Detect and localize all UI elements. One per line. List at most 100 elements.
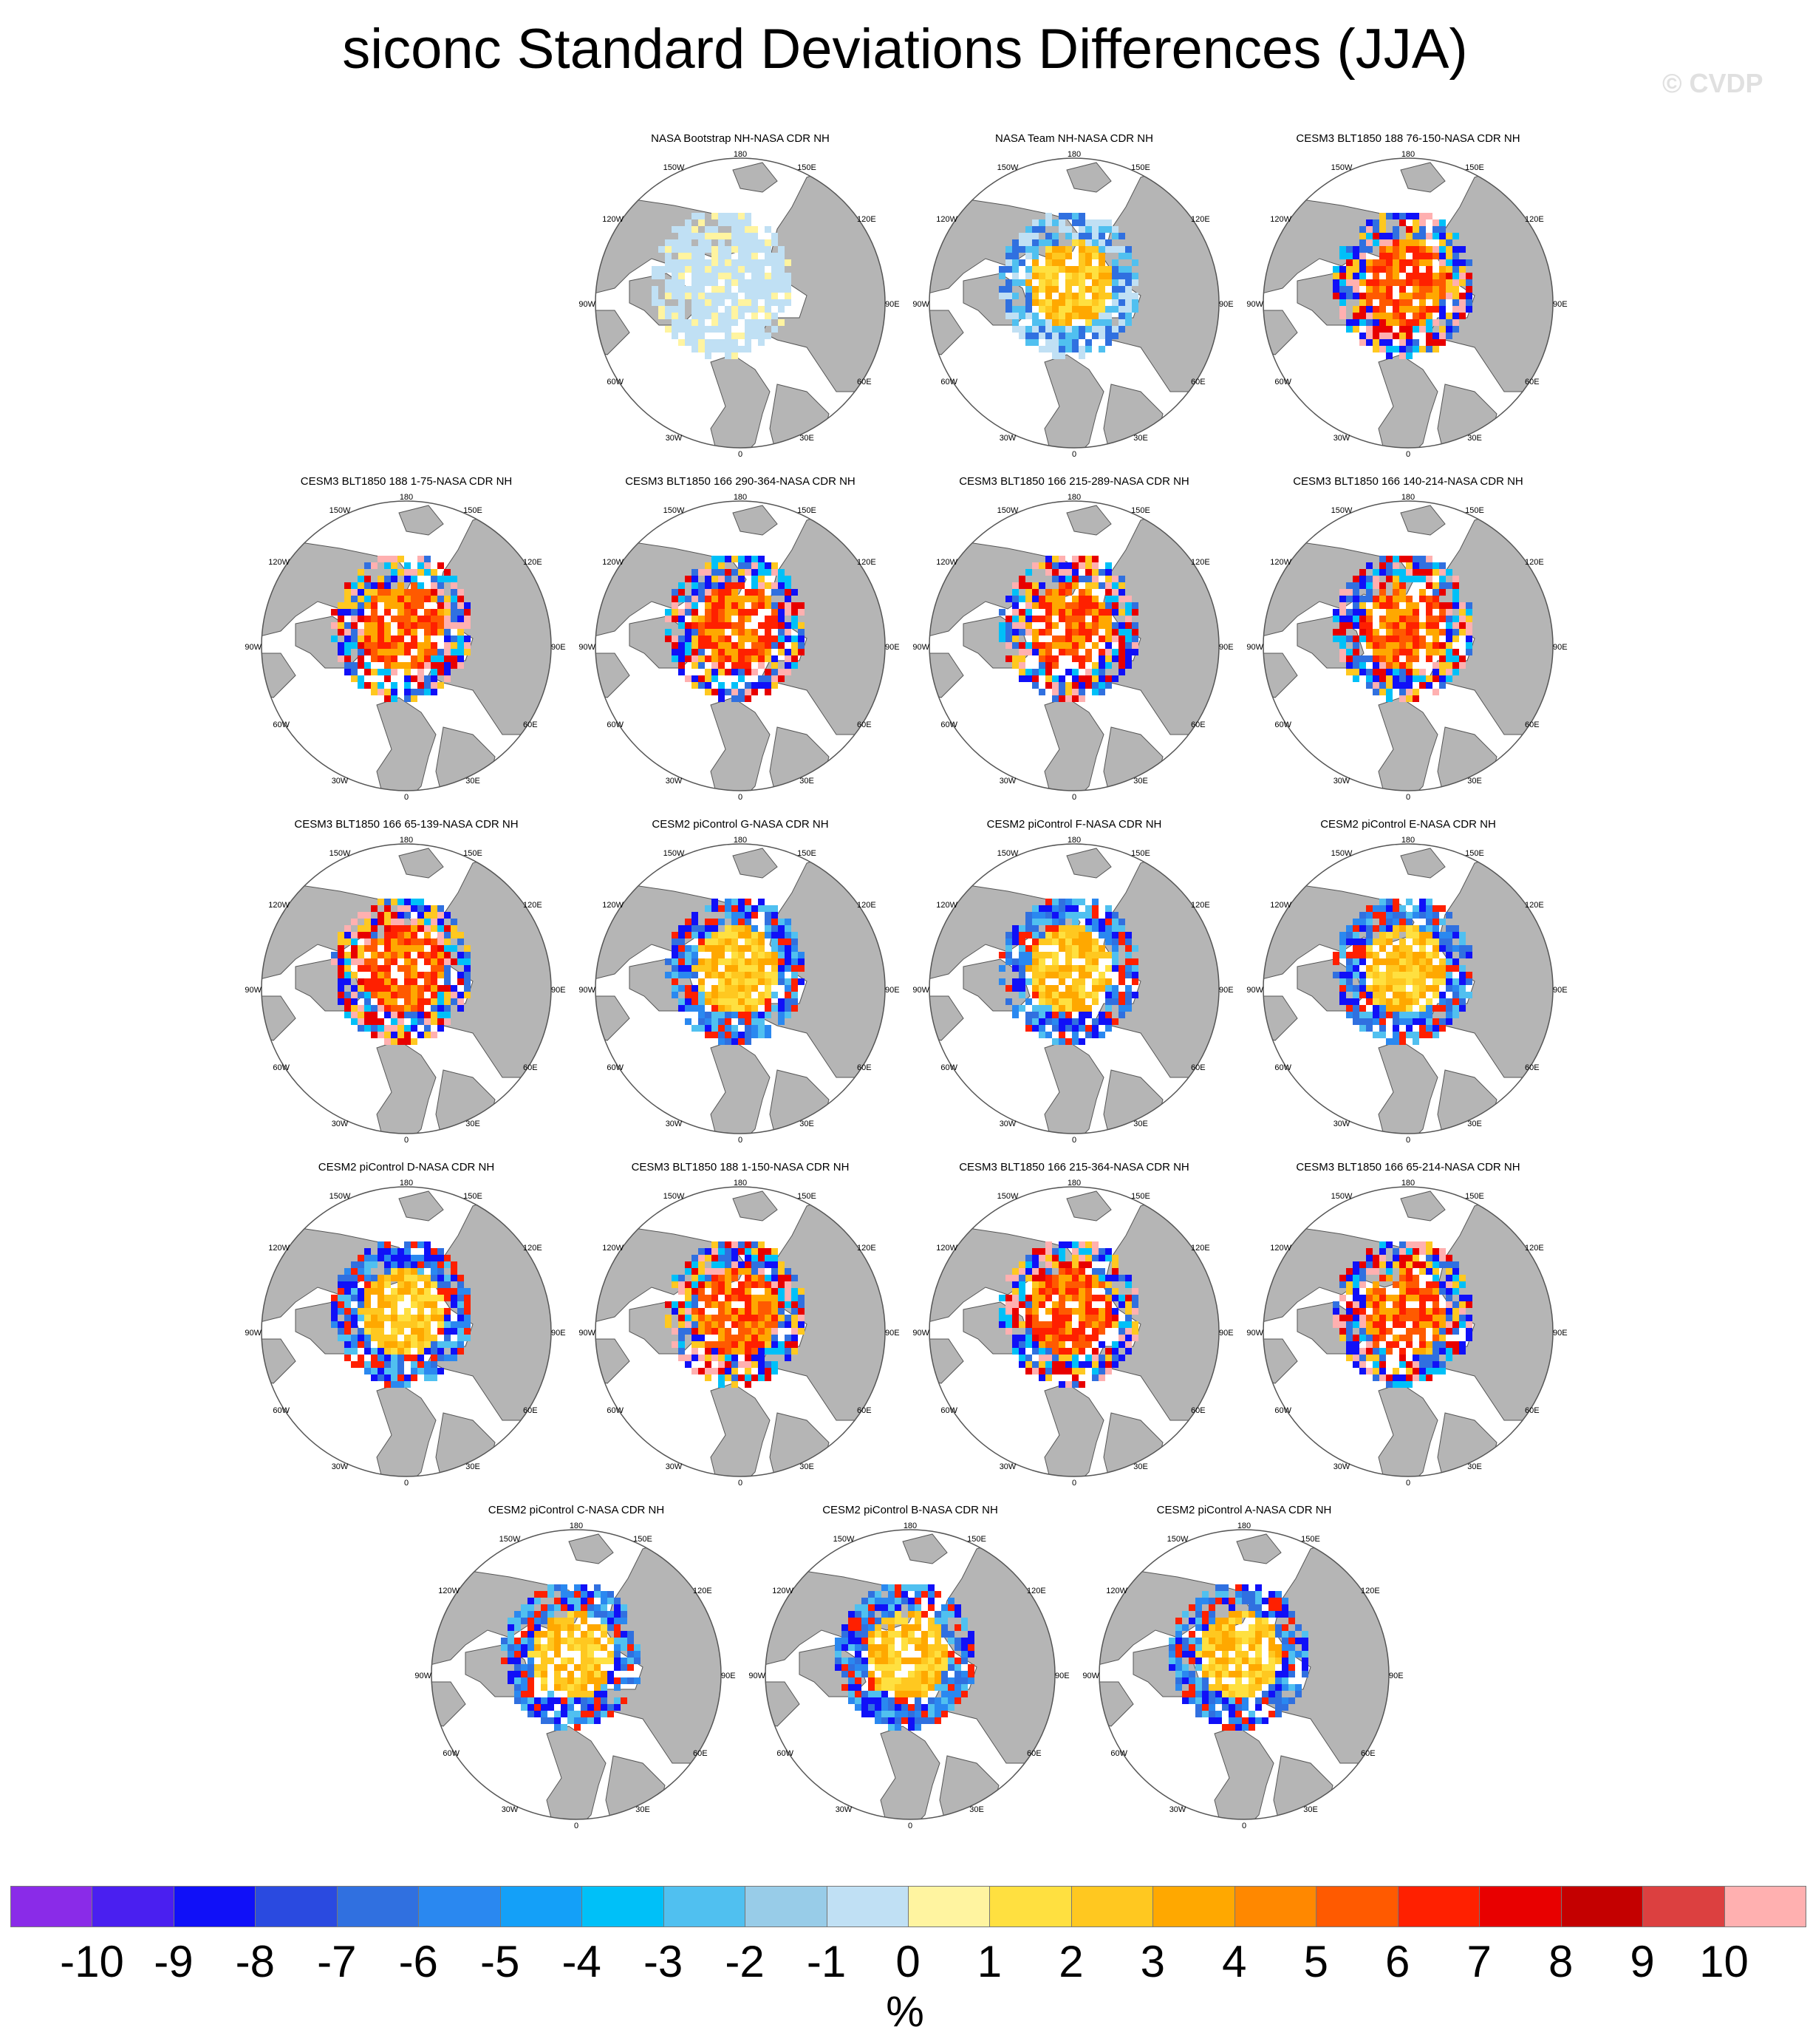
anomaly-cell	[1419, 576, 1426, 582]
anomaly-cell	[1346, 1348, 1353, 1355]
anomaly-cell	[358, 589, 364, 596]
anomaly-cell	[554, 1638, 561, 1644]
anomaly-cell	[1019, 246, 1025, 253]
anomaly-cell	[1085, 306, 1092, 313]
anomaly-cell	[1413, 253, 1419, 259]
anomaly-cell	[1346, 609, 1353, 616]
anomaly-cell	[1079, 689, 1085, 695]
anomaly-cell	[1059, 1368, 1065, 1374]
anomaly-cell	[1119, 326, 1125, 333]
anomaly-cell	[718, 1025, 725, 1032]
anomaly-cell	[1366, 576, 1373, 582]
anomaly-cell	[621, 1638, 627, 1644]
anomaly-cell	[1105, 649, 1112, 655]
watermark: © CVDP	[1662, 68, 1763, 98]
anomaly-cell	[1419, 589, 1426, 596]
anomaly-cell	[378, 1018, 384, 1025]
anomaly-cell	[424, 1301, 431, 1308]
anomaly-cell	[778, 925, 785, 932]
anomaly-cell	[718, 266, 725, 273]
anomaly-cell	[1373, 1012, 1379, 1018]
anomaly-cell	[751, 1005, 758, 1012]
anomaly-cell	[1419, 1335, 1426, 1341]
anomaly-cell	[1446, 326, 1452, 333]
longitude-label: 0	[404, 793, 409, 802]
anomaly-cell	[1052, 279, 1059, 286]
anomaly-cell	[1125, 319, 1132, 326]
anomaly-cell	[718, 649, 725, 655]
anomaly-cell	[1032, 938, 1039, 945]
anomaly-cell	[771, 636, 778, 642]
anomaly-cell	[431, 1261, 437, 1268]
anomaly-cell	[1045, 326, 1052, 333]
anomaly-cell	[1039, 655, 1045, 662]
anomaly-cell	[738, 233, 745, 239]
anomaly-cell	[1092, 1275, 1099, 1281]
anomaly-cell	[1359, 253, 1366, 259]
longitude-label: 180	[1068, 836, 1081, 845]
anomaly-cell	[698, 279, 705, 286]
anomaly-cell	[371, 655, 378, 662]
anomaly-cell	[417, 945, 424, 952]
anomaly-cell	[431, 938, 437, 945]
anomaly-cell	[371, 596, 378, 602]
anomaly-cell	[424, 998, 431, 1005]
anomaly-cell	[1419, 899, 1426, 905]
anomaly-cell	[1099, 233, 1105, 239]
anomaly-cell	[1065, 279, 1072, 286]
anomaly-cell	[338, 642, 344, 649]
anomaly-cell	[1366, 945, 1373, 952]
anomaly-cell	[698, 662, 705, 669]
anomaly-cell	[731, 642, 738, 649]
anomaly-cell	[685, 293, 691, 299]
anomaly-cell	[665, 1321, 672, 1328]
anomaly-cell	[1012, 602, 1019, 609]
anomaly-cell	[1045, 1241, 1052, 1248]
anomaly-cell	[1393, 259, 1399, 266]
anomaly-cell	[705, 279, 711, 286]
anomaly-cell	[1446, 912, 1452, 919]
anomaly-cell	[1112, 333, 1119, 339]
anomaly-cell	[778, 1301, 785, 1308]
anomaly-cell	[725, 556, 731, 562]
anomaly-cell	[404, 562, 411, 569]
anomaly-cell	[331, 622, 338, 629]
anomaly-cell	[758, 1241, 765, 1248]
anomaly-cell	[444, 912, 451, 919]
anomaly-cell	[718, 1032, 725, 1038]
anomaly-cell	[378, 655, 384, 662]
anomaly-cell	[1379, 299, 1386, 306]
anomaly-cell	[424, 1348, 431, 1355]
anomaly-cell	[711, 233, 718, 239]
anomaly-cell	[1426, 313, 1432, 319]
anomaly-cell	[384, 1005, 391, 1012]
anomaly-cell	[1432, 306, 1439, 313]
anomaly-cell	[1432, 972, 1439, 978]
anomaly-cell	[1065, 669, 1072, 675]
anomaly-cell	[1466, 952, 1472, 958]
anomaly-cell	[705, 346, 711, 352]
land-mass	[1044, 1383, 1104, 1476]
anomaly-cell	[1079, 985, 1085, 992]
anomaly-cell	[1419, 1288, 1426, 1295]
anomaly-cell	[678, 1335, 685, 1341]
panel-title: CESM2 piControl D-NASA CDR NH	[318, 1161, 495, 1173]
anomaly-cell	[1045, 912, 1052, 919]
anomaly-cell	[1452, 596, 1459, 602]
anomaly-cell	[1092, 952, 1099, 958]
anomaly-cell	[594, 1604, 601, 1611]
anomaly-cell	[1052, 1281, 1059, 1288]
anomaly-cell	[725, 972, 731, 978]
anomaly-cell	[1065, 1335, 1072, 1341]
anomaly-cell	[725, 306, 731, 313]
anomaly-cell	[771, 1268, 778, 1275]
anomaly-cell	[1459, 1005, 1466, 1012]
anomaly-cell	[731, 226, 738, 233]
anomaly-cell	[718, 1341, 725, 1348]
anomaly-cell	[1112, 279, 1119, 286]
anomaly-cell	[711, 266, 718, 273]
anomaly-cell	[344, 669, 351, 675]
anomaly-cell	[705, 965, 711, 972]
anomaly-cell	[691, 912, 698, 919]
anomaly-cell	[1432, 1025, 1439, 1032]
